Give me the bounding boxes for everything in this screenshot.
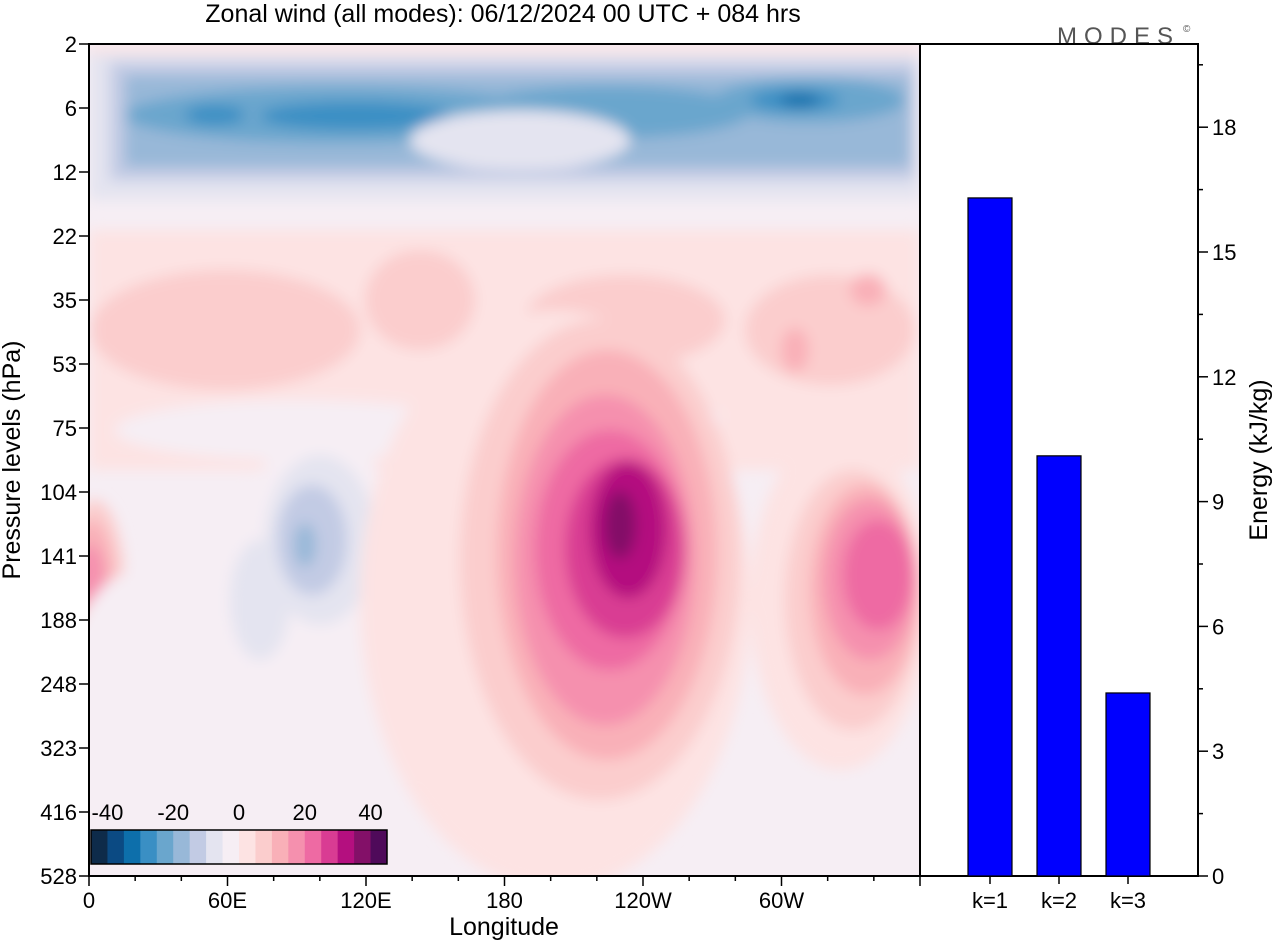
y-axis-label: Pressure levels (hPa) — [0, 341, 26, 580]
colorbar-label: 20 — [293, 800, 317, 825]
energy-bar — [967, 197, 1013, 877]
pressure-tick-label: 22 — [53, 224, 77, 249]
contour-blob — [843, 520, 913, 630]
colorbar-frame — [90, 829, 388, 865]
pressure-tick-label: 416 — [40, 800, 77, 825]
pressure-tick-label: 323 — [40, 736, 77, 761]
colorbar-label: -20 — [157, 800, 189, 825]
contour-blob — [230, 540, 290, 660]
energy-tick-label: 6 — [1212, 614, 1224, 639]
pressure-tick-label: 248 — [40, 672, 77, 697]
energy-bars: k=1 k=2 k=3 — [967, 197, 1151, 913]
colorbar-swatch — [304, 830, 322, 864]
energy-tick-label: 18 — [1212, 115, 1236, 140]
pressure-tick-label: 188 — [40, 608, 77, 633]
contour-blob — [89, 45, 920, 53]
colorbar-swatch — [189, 830, 207, 864]
pressure-axis: 2 6 12 22 35 53 75 104 141 188 248 323 416 528 — [40, 32, 89, 889]
contour-blob — [710, 750, 790, 876]
x-axis-label: Longitude — [449, 913, 559, 941]
colorbar-swatch — [354, 830, 372, 864]
contour-blob — [365, 250, 475, 350]
colorbar-swatch — [239, 830, 256, 864]
longitude-tick-label: 120W — [614, 888, 672, 913]
colorbar-swatch — [156, 830, 174, 864]
colorbar-label: 0 — [233, 800, 245, 825]
contour-blob — [745, 275, 915, 385]
contour-blob — [185, 105, 245, 125]
contour-blob — [250, 690, 410, 870]
colorbar-label: -40 — [92, 800, 124, 825]
longitude-tick-label: 0 — [83, 888, 95, 913]
pressure-tick-label: 75 — [53, 416, 77, 441]
longitude-tick-label: 60E — [208, 888, 247, 913]
heatmap-panel — [89, 44, 920, 876]
colorbar-swatch — [271, 830, 289, 864]
longitude-tick-label: 60W — [759, 888, 804, 913]
energy-bar — [1105, 692, 1151, 877]
contour-blob — [294, 523, 316, 567]
colorbar-label: 40 — [358, 800, 382, 825]
colorbar-swatch — [337, 830, 355, 864]
contour-blob — [810, 780, 920, 876]
modes-logo-mark: © — [1183, 24, 1191, 35]
energy-tick-label: 12 — [1212, 365, 1236, 390]
pressure-tick-label: 104 — [40, 480, 77, 505]
energy-tick-label: 0 — [1212, 864, 1224, 889]
colorbar-swatch — [91, 830, 108, 864]
energy-tick-label: 9 — [1212, 490, 1224, 515]
contour-blob — [780, 93, 820, 107]
colorbar-swatch — [173, 830, 191, 864]
energy-axis: 0 3 6 9 12 15 18 — [1198, 64, 1236, 889]
energy-tick-label: 3 — [1212, 739, 1224, 764]
energy-tick-label: 15 — [1212, 240, 1236, 265]
colorbar-swatch — [370, 830, 388, 864]
category-label: k=3 — [1110, 888, 1146, 913]
energy-axis-label: Energy (kJ/kg) — [1245, 379, 1273, 540]
colorbar: -40 -20 0 20 40 — [90, 800, 388, 865]
colorbar-swatch — [222, 830, 240, 864]
energy-bar — [1036, 455, 1082, 877]
contour-blob — [89, 570, 220, 870]
pressure-tick-label: 35 — [53, 288, 77, 313]
pressure-tick-label: 12 — [53, 160, 77, 185]
colorbar-swatch — [255, 830, 273, 864]
contour-blob — [850, 274, 886, 306]
longitude-tick-label: 120E — [340, 888, 391, 913]
colorbar-swatch — [107, 830, 125, 864]
contour-blob — [260, 102, 450, 130]
longitude-axis: 0 60E 120E 180 120W 60W — [83, 876, 921, 913]
category-label: k=2 — [1041, 888, 1077, 913]
colorbar-swatch — [123, 830, 141, 864]
colorbar-swatch — [321, 830, 339, 864]
contour-field — [89, 44, 920, 876]
longitude-tick-label: 180 — [486, 888, 523, 913]
pressure-tick-label: 53 — [53, 352, 77, 377]
pressure-tick-label: 528 — [40, 864, 77, 889]
colorbar-swatch — [140, 830, 158, 864]
contour-blob — [410, 110, 630, 170]
pressure-tick-label: 141 — [40, 544, 77, 569]
pressure-tick-label: 6 — [65, 96, 77, 121]
contour-blob — [604, 491, 636, 559]
contour-blob — [90, 270, 360, 390]
contour-blob — [781, 328, 809, 372]
category-label: k=1 — [972, 888, 1008, 913]
colorbar-swatch — [206, 830, 224, 864]
colorbar-swatch — [288, 830, 306, 864]
chart-title: Zonal wind (all modes): 06/12/2024 00 UT… — [205, 0, 800, 28]
pressure-tick-label: 2 — [65, 32, 77, 57]
